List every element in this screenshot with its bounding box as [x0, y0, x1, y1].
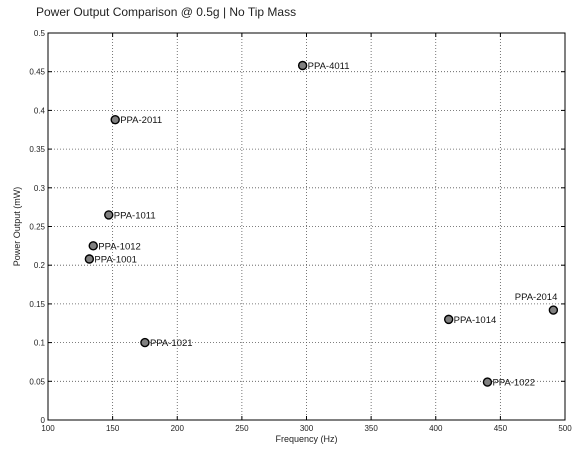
- y-tick-label: 0.35: [29, 145, 45, 154]
- data-point-label: PPA-2014: [515, 292, 558, 303]
- data-point-group: PPA-4011: [297, 60, 350, 72]
- y-axis-label: Power Output (mW): [12, 187, 22, 267]
- x-tick-label: 100: [41, 424, 55, 433]
- x-tick-label: 150: [106, 424, 120, 433]
- y-tick-label: 0.1: [34, 339, 46, 348]
- data-point-group: PPA-1021: [140, 337, 193, 349]
- data-point-marker: [88, 241, 98, 251]
- data-point-marker: [84, 254, 95, 264]
- data-point-marker: [548, 305, 559, 315]
- chart-title: Power Output Comparison @ 0.5g | No Tip …: [36, 5, 296, 19]
- data-point-group: PPA-2014: [515, 292, 559, 315]
- data-point-marker: [104, 210, 114, 220]
- x-tick-label: 250: [235, 424, 249, 433]
- x-tick-label: 300: [300, 424, 314, 433]
- data-point-group: PPA-1001: [84, 254, 137, 266]
- y-tick-label: 0.2: [34, 261, 46, 270]
- y-tick-label: 0.25: [29, 223, 45, 232]
- data-point-label: PPA-1012: [98, 241, 141, 252]
- data-point-label: PPA-4011: [308, 61, 350, 72]
- data-point-marker: [443, 314, 454, 325]
- x-tick-label: 500: [558, 424, 572, 433]
- x-tick-label: 200: [171, 424, 185, 433]
- data-point-label: PPA-1011: [114, 210, 156, 221]
- data-point-label: PPA-1022: [492, 378, 535, 389]
- data-point-group: PPA-1014: [443, 314, 497, 326]
- x-tick-label: 450: [494, 424, 508, 433]
- x-tick-label: 350: [364, 424, 378, 433]
- data-point-group: PPA-1012: [88, 241, 141, 252]
- data-point-group: PPA-1022: [482, 377, 535, 389]
- x-tick-label: 400: [429, 424, 443, 433]
- data-point-label: PPA-1014: [454, 315, 497, 326]
- data-points: PPA-4011 PPA-2011 PPA-1011 PPA-1012 PPA-1001…: [84, 60, 559, 389]
- data-point-label: PPA-1001: [94, 255, 137, 266]
- x-axis-label: Frequency (Hz): [275, 434, 337, 444]
- data-point-marker: [482, 377, 493, 387]
- grid-lines: [48, 33, 565, 420]
- y-tick-label: 0.4: [34, 106, 46, 115]
- data-point-group: PPA-2011: [110, 114, 162, 126]
- data-point-marker: [140, 337, 150, 348]
- data-point-group: PPA-1011: [104, 210, 156, 221]
- y-tick-label: 0.15: [29, 300, 45, 309]
- y-tick-label: 0: [41, 416, 46, 425]
- data-point-label: PPA-1021: [150, 338, 193, 349]
- y-tick-label: 0.45: [29, 68, 45, 77]
- axis-ticks: 100 150 200 250 300 350 400 450 500 0 0.05 0.1 0.15 0…: [29, 29, 572, 433]
- y-tick-label: 0.5: [34, 29, 46, 38]
- data-point-label: PPA-2011: [120, 115, 162, 126]
- y-tick-label: 0.3: [34, 184, 46, 193]
- data-point-marker: [297, 60, 308, 71]
- y-tick-label: 0.05: [29, 377, 45, 386]
- data-point-marker: [110, 114, 120, 125]
